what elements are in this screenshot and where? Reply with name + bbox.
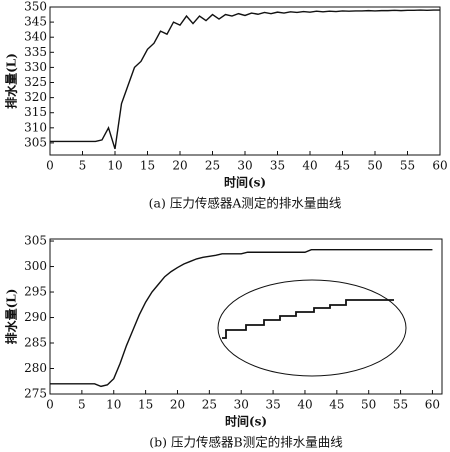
x-tick-label: 60	[425, 398, 440, 412]
y-tick-label: 350	[24, 0, 47, 14]
y-tick-label: 325	[24, 75, 47, 89]
y-tick-label: 295	[24, 285, 47, 299]
y-axis-label: 排水量(L)	[4, 289, 19, 345]
y-tick-label: 305	[24, 135, 47, 149]
inset-curve	[222, 299, 394, 339]
y-tick-label: 290	[24, 310, 47, 324]
x-tick-label: 25	[205, 159, 220, 173]
x-tick-label: 20	[170, 398, 185, 412]
x-tick-label: 45	[329, 398, 344, 412]
inset-ellipse	[217, 279, 407, 377]
y-tick-label: 320	[24, 90, 47, 104]
caption: (b) 压力传感器B测定的排水量曲线	[149, 435, 343, 450]
plot-frame	[49, 6, 441, 156]
x-tick-label: 0	[46, 398, 54, 412]
data-line	[50, 9, 440, 150]
x-tick-label: 15	[138, 398, 153, 412]
y-tick-label: 300	[24, 259, 47, 273]
y-tick-label: 280	[24, 361, 47, 375]
x-tick-label: 30	[237, 159, 252, 173]
y-tick-label: 340	[24, 30, 47, 44]
x-tick-label: 5	[79, 159, 87, 173]
x-tick-label: 50	[367, 159, 382, 173]
x-tick-label: 10	[106, 398, 121, 412]
x-tick-label: 0	[46, 159, 54, 173]
x-tick-label: 20	[172, 159, 187, 173]
y-tick-label: 330	[24, 60, 47, 74]
x-tick-label: 55	[400, 159, 415, 173]
y-tick-label: 310	[24, 120, 47, 134]
y-tick-label: 285	[24, 336, 47, 350]
y-tick-label: 305	[24, 234, 47, 248]
y-tick-label: 275	[24, 387, 47, 401]
x-tick-label: 25	[202, 398, 217, 412]
x-tick-label: 35	[270, 159, 285, 173]
y-tick-label: 315	[24, 105, 47, 119]
caption: (a) 压力传感器A测定的排水量曲线	[149, 196, 342, 211]
x-tick-label: 15	[140, 159, 155, 173]
y-tick-label: 335	[24, 45, 47, 59]
x-axis-label: 时间(s)	[225, 414, 267, 429]
x-tick-label: 40	[297, 398, 312, 412]
x-tick-label: 50	[361, 398, 376, 412]
x-tick-label: 40	[302, 159, 317, 173]
x-tick-label: 60	[432, 159, 447, 173]
x-tick-label: 45	[335, 159, 350, 173]
x-tick-label: 5	[78, 398, 86, 412]
y-tick-label: 345	[24, 15, 47, 29]
x-tick-label: 10	[107, 159, 122, 173]
x-tick-label: 30	[234, 398, 249, 412]
x-tick-label: 55	[393, 398, 408, 412]
y-axis-label: 排水量(L)	[4, 53, 19, 109]
data-line	[50, 249, 433, 388]
x-tick-label: 35	[265, 398, 280, 412]
plot-frame	[49, 238, 443, 395]
x-axis-label: 时间(s)	[224, 175, 266, 190]
